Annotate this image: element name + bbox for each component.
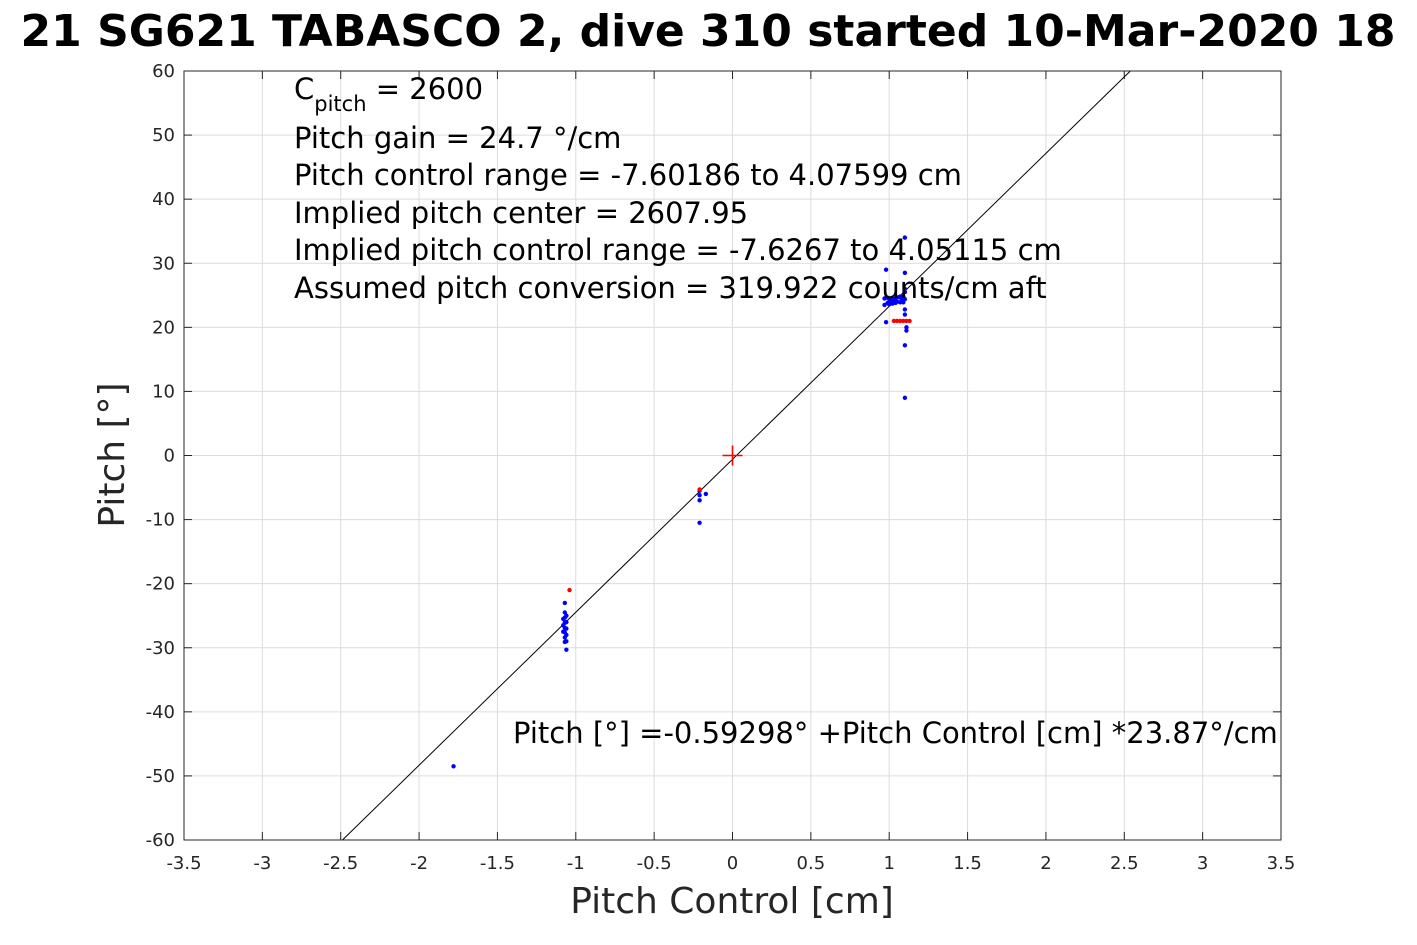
blue-data-point <box>883 320 889 325</box>
x-tick-label: 1.5 <box>953 853 982 874</box>
x-tick-label: -3.5 <box>166 853 201 874</box>
red-data-point <box>907 318 912 324</box>
blue-data-point <box>561 623 566 628</box>
x-tick-label: 0 <box>727 853 738 874</box>
red-data-point <box>897 318 903 324</box>
data-points-layer <box>451 235 912 769</box>
blue-data-point <box>561 629 566 634</box>
x-tick-label: -2.5 <box>323 853 358 874</box>
red-data-point <box>697 487 702 492</box>
blue-data-point <box>561 616 566 622</box>
y-tick-label: 20 <box>152 317 175 338</box>
red-data-point <box>567 587 572 593</box>
y-tick-label: -30 <box>146 638 175 659</box>
y-tick-label: 0 <box>164 446 175 467</box>
blue-data-point <box>902 307 908 312</box>
y-tick-label: -10 <box>146 510 175 531</box>
y-tick-labels: 60 50 40 30 20 10 0 -10 -20 -30 -40 -50 -60 <box>146 61 175 851</box>
c-pitch-value: = 2600 <box>367 72 484 106</box>
blue-data-point <box>697 498 702 503</box>
blue-data-point <box>883 267 889 272</box>
x-tick-label: -1.5 <box>480 853 515 874</box>
blue-data-point <box>902 343 908 348</box>
center-marker-layer <box>722 445 743 466</box>
y-tick-label: 10 <box>152 381 175 402</box>
blue-data-point <box>564 619 569 625</box>
annotation-implied-range: Implied pitch control range = -7.6267 to… <box>294 233 1062 267</box>
annotation-control-range: Pitch control range = -7.60186 to 4.0759… <box>294 158 962 192</box>
x-tick-labels: -3.5 -3 -2.5 -2 -1.5 -1 -0.5 0 0.5 1 1.5 2 2.5 3 3.5 <box>166 853 1295 874</box>
red-data-point <box>904 318 909 324</box>
y-tick-label: -60 <box>146 830 175 851</box>
blue-data-point <box>902 289 908 295</box>
x-tick-label: 3.5 <box>1267 853 1296 874</box>
blue-data-point <box>902 270 908 276</box>
annotation-implied-center: Implied pitch center = 2607.95 <box>294 196 748 230</box>
blue-data-point <box>904 328 909 333</box>
blue-data-point <box>451 764 456 769</box>
annotation-c-pitch: Cpitch = 2600 <box>294 72 483 116</box>
red-data-point <box>901 318 906 324</box>
blue-data-point <box>902 296 908 302</box>
blue-data-point <box>902 286 908 292</box>
c-pitch-symbol: C <box>294 72 314 106</box>
c-pitch-subscript: pitch <box>314 92 366 116</box>
y-tick-label: -20 <box>146 574 175 595</box>
x-tick-label: -2 <box>410 853 428 874</box>
blue-data-point <box>902 235 908 240</box>
blue-data-point <box>564 613 569 618</box>
x-tick-label: 2.5 <box>1110 853 1139 874</box>
blue-data-point <box>564 639 569 644</box>
annotation-pitch-gain: Pitch gain = 24.7 °/cm <box>294 121 621 155</box>
y-tick-label: -40 <box>146 702 175 723</box>
x-tick-label: -0.5 <box>637 853 672 874</box>
x-tick-label: 0.5 <box>797 853 826 874</box>
x-tick-label: 1 <box>883 853 894 874</box>
x-tick-label: 3 <box>1197 853 1208 874</box>
blue-data-point <box>562 600 568 606</box>
y-tick-label: 40 <box>152 189 175 210</box>
x-axis-label: Pitch Control [cm] <box>570 881 894 922</box>
blue-data-point <box>564 626 569 631</box>
y-tick-label: 30 <box>152 253 175 274</box>
plot-frame <box>183 70 1282 841</box>
blue-data-point <box>564 632 569 638</box>
red-data-point <box>894 318 900 324</box>
blue-data-point <box>564 647 569 652</box>
y-axis-label: Pitch [°] <box>92 382 133 527</box>
annotation-conversion: Assumed pitch conversion = 319.922 count… <box>294 271 1047 305</box>
blue-data-point <box>902 312 908 317</box>
y-tick-label: -50 <box>146 766 175 787</box>
blue-data-point <box>904 325 909 330</box>
x-tick-label: -1 <box>567 853 585 874</box>
chart-title: 21 SG621 TABASCO 2, dive 310 started 10-… <box>21 6 1396 57</box>
y-tick-label: 50 <box>152 125 175 146</box>
y-tick-label: 60 <box>152 61 175 82</box>
x-tick-label: 2 <box>1040 853 1051 874</box>
annotation-fit-equation: Pitch [°] =-0.59298° +Pitch Control [cm]… <box>513 716 1278 750</box>
red-data-point <box>891 318 897 324</box>
blue-data-point <box>697 493 702 498</box>
blue-data-point <box>703 491 709 497</box>
blue-data-point <box>697 520 702 525</box>
blue-data-point <box>902 395 908 401</box>
x-tick-label: -3 <box>253 853 271 874</box>
